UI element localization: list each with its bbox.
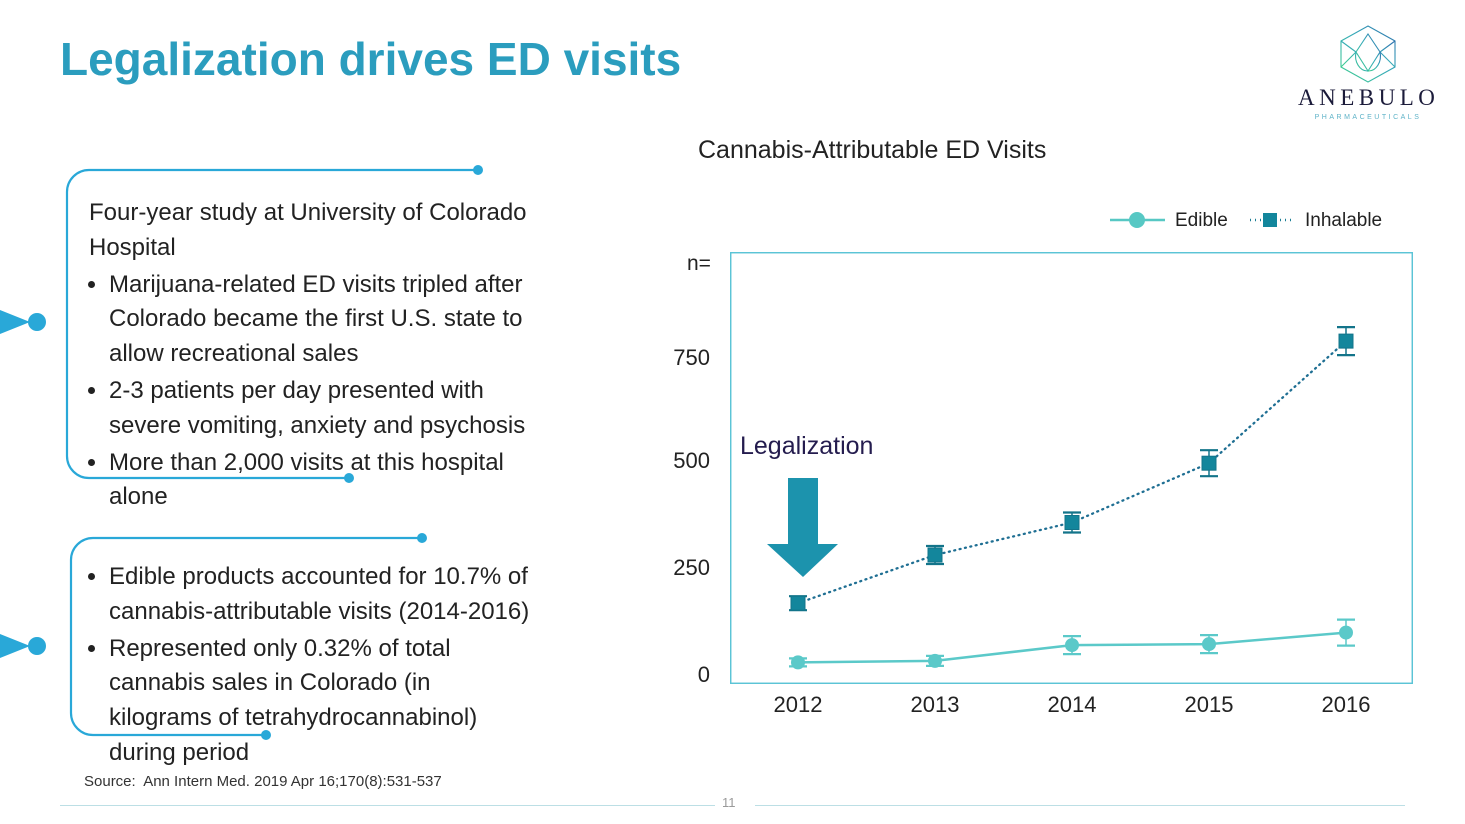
- svg-text:Inhalable: Inhalable: [1305, 210, 1382, 231]
- svg-text:Edible: Edible: [1175, 210, 1228, 231]
